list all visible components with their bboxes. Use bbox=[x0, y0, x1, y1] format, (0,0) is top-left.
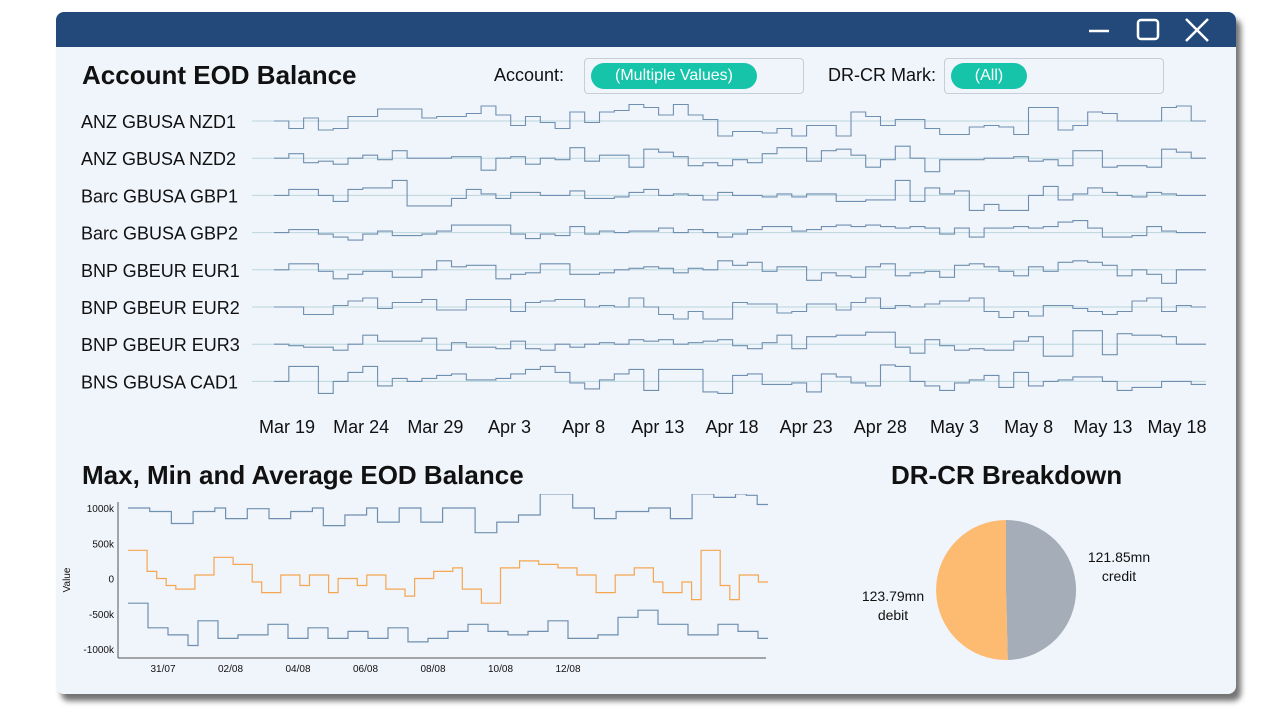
x-tick-label: 10/08 bbox=[488, 664, 513, 675]
pie-slice-credit bbox=[1006, 519, 1077, 660]
series-line bbox=[274, 364, 1206, 394]
series-anz-gbusa-nzd2: ANZ GBUSA NZD2 bbox=[81, 145, 1206, 173]
series-label: BNP GBEUR EUR1 bbox=[81, 261, 240, 281]
x-tick-label: 04/08 bbox=[285, 664, 310, 675]
x-tick-label: Mar 19 bbox=[259, 417, 315, 437]
x-tick-label: 31/07 bbox=[150, 664, 175, 675]
series-label: ANZ GBUSA NZD1 bbox=[81, 112, 236, 132]
y-tick-label: -1000k bbox=[83, 645, 115, 656]
dashboard-window: Account EOD Balance Account: (Multiple V… bbox=[56, 12, 1236, 694]
series-line bbox=[274, 220, 1206, 241]
x-tick-label: 12/08 bbox=[555, 664, 580, 675]
x-tick-label: 08/08 bbox=[420, 664, 445, 675]
x-tick-label: Apr 28 bbox=[854, 417, 907, 437]
series-line bbox=[274, 179, 1206, 211]
bottom-left-title: Max, Min and Average EOD Balance bbox=[82, 460, 524, 490]
x-tick-label: Apr 8 bbox=[562, 417, 605, 437]
drcr-filter-label: DR-CR Mark: bbox=[828, 65, 936, 85]
title-bar bbox=[56, 12, 1236, 47]
series-label: BNP GBEUR EUR3 bbox=[81, 335, 240, 355]
x-tick-label: Apr 13 bbox=[631, 417, 684, 437]
maximize-button[interactable] bbox=[1131, 15, 1165, 45]
pie-label-debit: debit bbox=[878, 607, 908, 623]
series-line bbox=[274, 297, 1206, 320]
series-bnp-gbeur-eur2: BNP GBEUR EUR2 bbox=[81, 297, 1206, 320]
x-tick-label: Apr 18 bbox=[705, 417, 758, 437]
x-tick-label: 06/08 bbox=[353, 664, 378, 675]
pie-value-credit: 121.85mn bbox=[1088, 549, 1150, 565]
series-label: BNP GBEUR EUR2 bbox=[81, 298, 240, 318]
maximize-icon bbox=[1136, 18, 1160, 41]
x-tick-label: May 13 bbox=[1073, 417, 1132, 437]
y-axis-label: Value bbox=[62, 567, 73, 592]
y-tick-label: 0 bbox=[108, 575, 114, 586]
series-label: Barc GBUSA GBP2 bbox=[81, 224, 238, 244]
pie-value-debit: 123.79mn bbox=[862, 588, 924, 604]
top-panel-title: Account EOD Balance bbox=[82, 60, 357, 90]
bottom-right-title: DR-CR Breakdown bbox=[891, 460, 1123, 490]
max-min-avg-chart: 1000k 500k 0 -500k -1000k Value 31/07 02/08 04/0… bbox=[62, 494, 768, 675]
series-bnp-gbeur-eur3: BNP GBEUR EUR3 bbox=[81, 330, 1206, 357]
y-tick-label: 1000k bbox=[87, 504, 115, 515]
pie-label-credit: credit bbox=[1102, 568, 1136, 584]
minimize-icon bbox=[1089, 29, 1109, 33]
y-tick-label: 500k bbox=[92, 539, 115, 550]
series-line bbox=[274, 145, 1206, 173]
drcr-filter-value[interactable]: (All) bbox=[951, 63, 1027, 89]
series-label: BNS GBUSA CAD1 bbox=[81, 372, 238, 392]
series-label: Barc GBUSA GBP1 bbox=[81, 186, 238, 206]
max-series-line bbox=[128, 494, 768, 534]
account-filter-value[interactable]: (Multiple Values) bbox=[591, 63, 757, 89]
series-line bbox=[274, 103, 1206, 137]
account-filter-label: Account: bbox=[494, 65, 565, 85]
x-tick-label: May 3 bbox=[930, 417, 979, 437]
account-filter[interactable]: (Multiple Values) bbox=[584, 58, 804, 94]
x-tick-label: Apr 3 bbox=[488, 417, 531, 437]
y-tick-label: -500k bbox=[89, 610, 115, 621]
series-line bbox=[274, 260, 1206, 284]
series-barc-gbusa-gbp2: Barc GBUSA GBP2 bbox=[81, 220, 1206, 244]
min-series-line bbox=[128, 602, 768, 647]
x-tick-label: May 8 bbox=[1004, 417, 1053, 437]
x-tick-label: May 18 bbox=[1147, 417, 1206, 437]
series-anz-gbusa-nzd1: ANZ GBUSA NZD1 bbox=[81, 103, 1206, 137]
account-eod-balance-chart: ANZ GBUSA NZD1 ANZ GBUSA NZD2 Barc GBUSA G… bbox=[81, 103, 1207, 437]
series-bns-gbusa-cad1: BNS GBUSA CAD1 bbox=[81, 364, 1206, 394]
drcr-filter[interactable]: (All) bbox=[944, 58, 1164, 94]
close-button[interactable] bbox=[1180, 15, 1214, 45]
average-series-line bbox=[128, 549, 768, 604]
series-line bbox=[274, 330, 1206, 357]
series-bnp-gbeur-eur1: BNP GBEUR EUR1 bbox=[81, 260, 1206, 284]
drcr-breakdown-pie: 121.85mn credit 123.79mn debit bbox=[862, 519, 1150, 660]
x-tick-label: Apr 23 bbox=[780, 417, 833, 437]
x-tick-label: Mar 29 bbox=[407, 417, 463, 437]
x-tick-label: Mar 24 bbox=[333, 417, 389, 437]
pie-slice-debit bbox=[936, 520, 1008, 660]
x-tick-label: 02/08 bbox=[218, 664, 243, 675]
series-label: ANZ GBUSA NZD2 bbox=[81, 149, 236, 169]
close-icon bbox=[1185, 18, 1209, 42]
series-barc-gbusa-gbp1: Barc GBUSA GBP1 bbox=[81, 179, 1206, 211]
minimize-button[interactable] bbox=[1082, 15, 1116, 45]
